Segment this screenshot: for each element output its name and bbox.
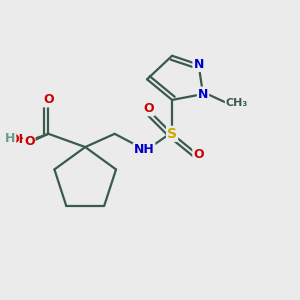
Text: N: N: [194, 58, 204, 71]
Text: OH: OH: [8, 133, 29, 146]
Text: O: O: [24, 135, 34, 148]
Text: NH: NH: [134, 143, 154, 157]
Text: S: S: [167, 127, 177, 141]
Text: O: O: [143, 102, 154, 115]
Text: N: N: [198, 88, 208, 100]
Text: H: H: [5, 132, 15, 145]
Text: O: O: [43, 93, 54, 106]
Text: CH₃: CH₃: [226, 98, 248, 108]
Text: O: O: [193, 148, 204, 161]
